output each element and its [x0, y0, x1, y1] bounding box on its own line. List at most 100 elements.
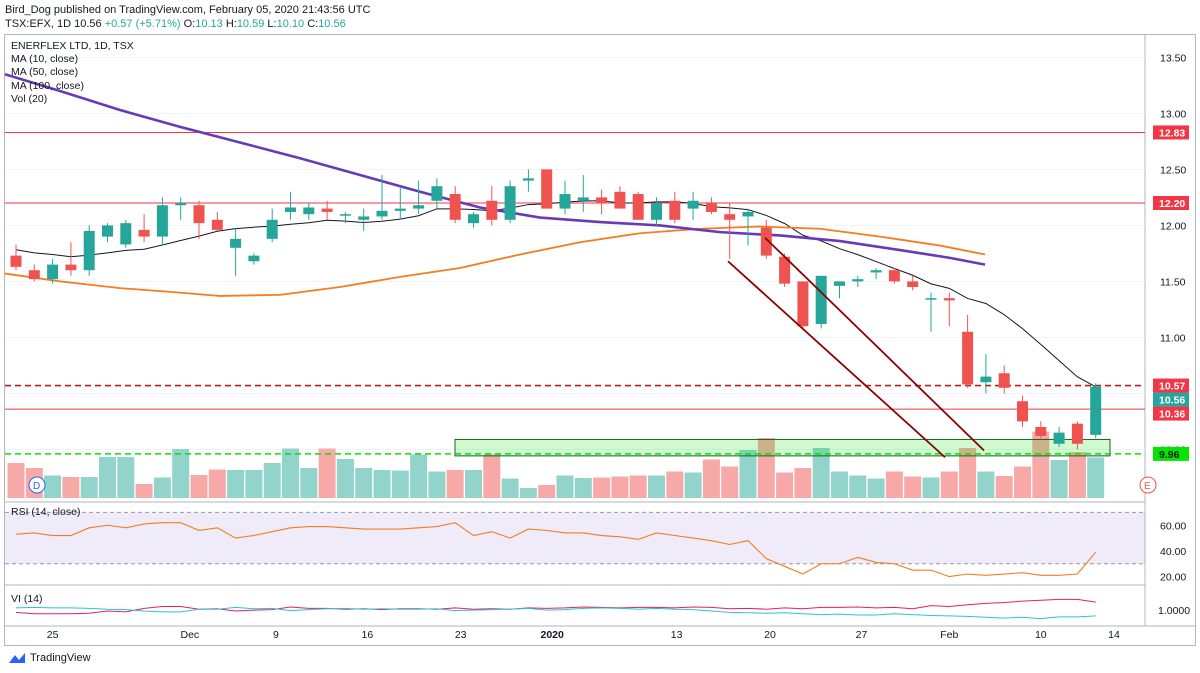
volume-bar	[501, 478, 519, 498]
candle-body	[779, 256, 791, 284]
price-label-badge	[1153, 125, 1189, 140]
ma10-line	[15, 200, 1096, 388]
volume-bar	[336, 459, 354, 498]
ohlc-high: 10.59	[236, 18, 265, 30]
legend-ma10[interactable]: MA (10, close)	[11, 53, 79, 66]
candle-body	[248, 255, 260, 262]
time-tick-label: 20	[764, 629, 776, 641]
candle-body	[632, 194, 644, 220]
volume-bar	[794, 468, 812, 498]
brand-label: TradingView	[30, 652, 91, 664]
ohlc-low-label: L:	[267, 18, 277, 30]
volume-bar	[629, 475, 647, 498]
volume-bar	[300, 468, 318, 498]
earnings-marker-icon	[1139, 476, 1157, 494]
volume-bar	[721, 466, 739, 498]
ohlc-close: 10.56	[318, 18, 346, 30]
volume-bar	[1068, 452, 1086, 498]
candle-body	[394, 208, 406, 211]
volume-bar	[739, 450, 757, 498]
volume-bar	[483, 454, 501, 498]
candle-body	[486, 200, 498, 220]
vi-title: VI (14)	[11, 593, 43, 605]
price-tick-label: 13.00	[1160, 108, 1186, 120]
candle-body	[760, 227, 772, 256]
volume-bar	[135, 484, 153, 498]
volume-bar	[538, 485, 556, 498]
volume-bar	[282, 448, 299, 498]
ohlc-high-label: H:	[225, 18, 237, 30]
volume-bar	[446, 470, 464, 498]
legend-ma100[interactable]: MA (100, close)	[11, 79, 84, 92]
price-label-text: 10.57	[1159, 381, 1185, 393]
tradingview-brand[interactable]: TradingView	[8, 652, 91, 664]
dividend-marker-letter: D	[33, 481, 40, 492]
price-label-text: 12.20	[1159, 198, 1185, 210]
candle-body	[870, 270, 882, 273]
rsi-tick-label: 60.00	[1160, 520, 1186, 532]
volume-bar	[172, 449, 190, 498]
volume-bar	[959, 448, 977, 498]
candle-body	[120, 223, 132, 245]
candle-body	[449, 194, 461, 220]
candle-body	[339, 214, 351, 216]
volume-bar	[666, 471, 684, 498]
candle-body	[358, 216, 370, 220]
rsi-line	[15, 522, 1097, 578]
candle-body	[925, 298, 937, 300]
price-tick-label: 12.00	[1160, 220, 1186, 232]
chart-legend: ENERFLEX LTD, 1D, TSX MA (10, close) MA …	[11, 40, 134, 106]
volume-bar	[776, 472, 794, 498]
candle-body	[28, 270, 40, 280]
volume-bar	[684, 472, 702, 498]
volume-bar	[904, 476, 922, 498]
ohlc-low: 10.10	[276, 18, 305, 30]
volume-bar	[44, 475, 62, 498]
candle-body	[724, 214, 736, 220]
candle-body	[431, 186, 443, 201]
volume-bar	[99, 457, 116, 498]
candle-body	[1090, 386, 1102, 435]
volume-bar	[1032, 431, 1050, 498]
time-tick-label: Feb	[940, 629, 958, 641]
candle-body	[468, 214, 479, 224]
candle-body	[815, 275, 827, 324]
legend-ma50[interactable]: MA (50, close)	[11, 66, 79, 79]
dividend-marker-icon	[28, 476, 46, 494]
price-label-badge	[1153, 406, 1189, 421]
candle-body	[980, 376, 992, 383]
tradingview-logo-icon	[9, 653, 25, 663]
candle-body	[559, 194, 571, 209]
rsi-tick-label: 20.00	[1160, 572, 1186, 584]
candle-body	[83, 231, 95, 271]
ohlc-open-label: O:	[183, 18, 196, 30]
ohlc-close-label: C:	[307, 18, 319, 30]
volume-bar	[831, 471, 848, 498]
price-tick-label: 11.00	[1160, 332, 1186, 344]
vi-tick-label: 1.0000	[1158, 605, 1190, 617]
candle-body	[230, 238, 242, 248]
candle-body	[541, 169, 553, 209]
symbol-info-line: TSX:EFX, 1D 10.56 +0.57 (+5.71%) O:10.13…	[5, 17, 346, 31]
candle-body	[175, 203, 187, 206]
rsi-band	[5, 512, 1145, 564]
volume-bar	[757, 438, 775, 498]
time-tick-label: 14	[1108, 629, 1120, 641]
legend-volume[interactable]: Vol (20)	[11, 92, 48, 105]
support-zone	[454, 438, 1111, 457]
volume-bar	[556, 475, 574, 498]
candle-body	[1053, 432, 1065, 444]
candle-body	[907, 281, 919, 287]
volume-bar	[611, 476, 629, 498]
candle-body	[596, 197, 608, 203]
legend-title: ENERFLEX LTD, 1D, TSX	[11, 40, 134, 52]
candle-body	[65, 264, 77, 271]
volume-bar	[1050, 460, 1068, 498]
candle-body	[504, 186, 516, 220]
volume-bar	[373, 470, 391, 498]
channel-lower-line	[727, 260, 946, 458]
price-label-text: 9.96	[1159, 449, 1180, 461]
candle-body	[10, 255, 22, 267]
price-tick-label: 11.50	[1160, 276, 1186, 288]
